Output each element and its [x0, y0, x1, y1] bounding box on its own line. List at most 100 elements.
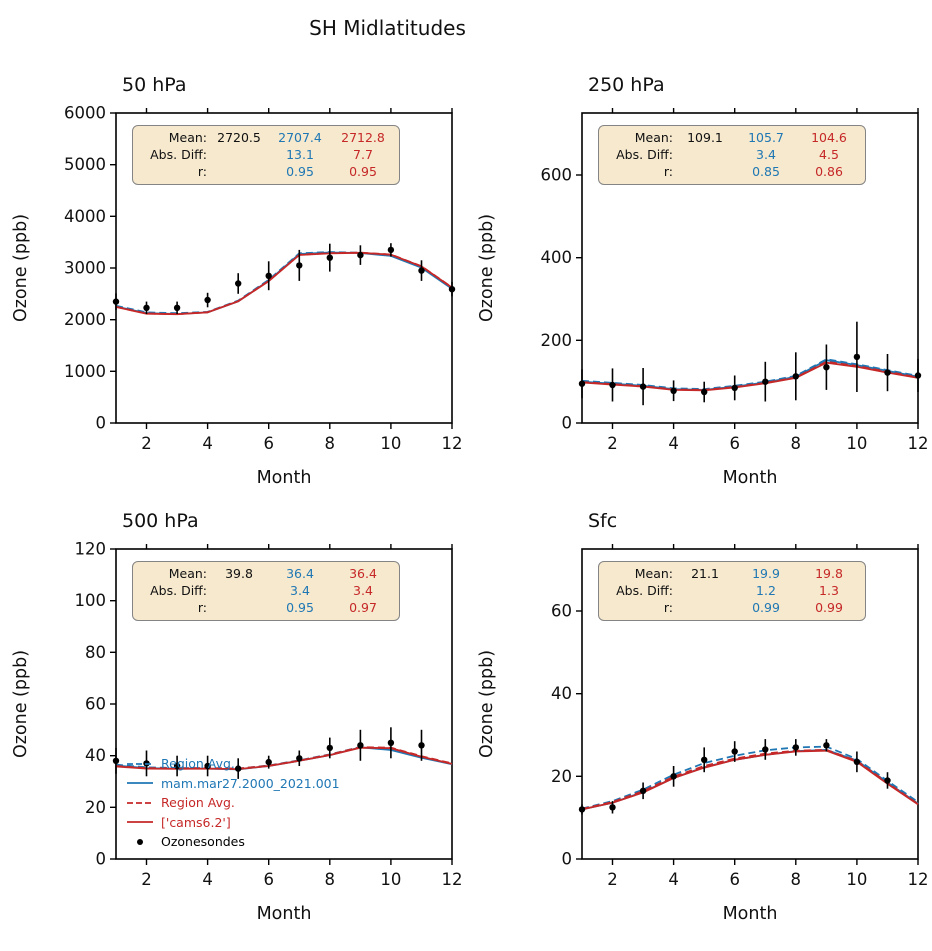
legend-label: mam.mar27.2000_2021.001: [161, 775, 340, 791]
stats-label: r:: [663, 164, 673, 179]
stats-model1-value: 0.99: [752, 600, 780, 615]
series-line: [581, 748, 919, 811]
legend-label: Ozonesondes: [161, 834, 245, 850]
model-lines: [581, 358, 919, 392]
y-axis-label: Ozone (ppb): [11, 650, 31, 758]
chart-canvas: 2 4 6 8 10 12 0 200 400 600 Month Ozone (ppb): [477, 108, 929, 488]
stats-row: r: 0.95 0.95: [139, 163, 393, 180]
y-tick-label: 20: [85, 798, 106, 817]
stats-label: Mean:: [634, 566, 673, 581]
panel-title: Sfc: [588, 510, 618, 532]
model-lines: [581, 745, 919, 811]
axes-frame: [115, 548, 453, 860]
stats-model1-value: 105.7: [748, 130, 784, 145]
obs-errorbars: [578, 739, 891, 815]
stats-obs-value: [677, 146, 733, 163]
y-tick-label: 5000: [64, 155, 106, 174]
x-tick-label: 2: [607, 870, 618, 889]
x-tick-label: 10: [846, 870, 867, 889]
stats-model1-value: 13.1: [286, 147, 314, 162]
stats-row: Mean: 2720.5 2707.4 2712.8: [139, 129, 393, 146]
stats-model2-value: 2712.8: [341, 130, 385, 145]
y-ticks: 0 1000 2000 3000 4000 5000 6000: [64, 104, 116, 433]
stats-obs-value: [677, 163, 733, 180]
x-tick-label: 10: [380, 434, 401, 453]
y-tick-label: 0: [96, 414, 107, 433]
stats-label: Mean:: [168, 566, 207, 581]
stats-obs-value: 21.1: [691, 566, 719, 581]
x-tick-label: 6: [729, 870, 740, 889]
y-tick-label: 0: [562, 414, 573, 433]
stats-obs-value: 109.1: [687, 130, 723, 145]
stats-model1-value: 0.95: [286, 600, 314, 615]
x-tick-label: 8: [791, 870, 802, 889]
stats-row: r: 0.85 0.86: [605, 163, 859, 180]
panel-sfc: 2 4 6 8 10 12 0 20 40 60 Month Ozone (ppb) Sfc Mean: 2…: [466, 494, 932, 929]
stats-model1-value: 1.2: [756, 583, 776, 598]
y-tick-label: 0: [96, 850, 107, 869]
y-tick-label: 40: [551, 684, 572, 703]
stats-model2-value: 19.8: [815, 566, 843, 581]
stats-obs-value: 2720.5: [217, 130, 261, 145]
chart-canvas: 2 4 6 8 10 12 0 20 40 60 Month Ozone (ppb): [477, 544, 929, 924]
stats-obs-value: [211, 163, 267, 180]
y-tick-label: 100: [75, 591, 107, 610]
series-line: [115, 251, 453, 315]
y-tick-label: 80: [85, 643, 106, 662]
y-axis-label: Ozone (ppb): [477, 214, 497, 322]
stats-box: Mean: 2720.5 2707.4 2712.8 Abs. Diff: 13.1 7.7…: [132, 125, 400, 185]
stats-model2-value: 0.97: [349, 600, 377, 615]
stats-obs-value: [211, 599, 267, 616]
stats-label: Abs. Diff:: [616, 147, 673, 162]
y-ticks: 0 20 40 60: [551, 602, 582, 869]
y-ticks: 0 20 40 60 80 100 120: [75, 540, 116, 869]
legend-label: Region Avg.: [161, 756, 235, 772]
stats-model2-value: 7.7: [353, 147, 373, 162]
stats-label: Abs. Diff:: [150, 583, 207, 598]
x-tick-label: 4: [202, 870, 213, 889]
stats-obs-value: [211, 582, 267, 599]
x-tick-label: 8: [325, 434, 336, 453]
x-ticks: 2 4 6 8 10 12: [607, 108, 929, 453]
stats-label: r:: [197, 600, 207, 615]
y-tick-label: 200: [541, 331, 573, 350]
y-tick-label: 60: [551, 602, 572, 621]
y-tick-label: 6000: [64, 104, 106, 123]
x-tick-label: 6: [729, 434, 740, 453]
stats-model1-value: 0.85: [752, 164, 780, 179]
y-axis-label: Ozone (ppb): [11, 214, 31, 322]
x-axis-label: Month: [257, 468, 312, 488]
x-tick-label: 6: [263, 870, 274, 889]
legend-item: mam.mar27.2000_2021.001: [126, 774, 340, 794]
chart-canvas: 2 4 6 8 10 12 0 1000 2000 3000 4000 5000 6000 Month Oz…: [11, 104, 463, 489]
x-tick-label: 12: [442, 870, 463, 889]
x-tick-label: 4: [668, 870, 679, 889]
stats-obs-value: [677, 582, 733, 599]
stats-obs-value: 39.8: [225, 566, 253, 581]
line-sample-icon: [127, 821, 153, 824]
line-sample-icon: [127, 801, 153, 804]
legend: Region Avg. mam.mar27.2000_2021.001 Region…: [126, 754, 340, 852]
series-line: [581, 745, 919, 810]
series-line: [115, 746, 453, 771]
stats-row: Abs. Diff: 13.1 7.7: [139, 146, 393, 163]
stats-row: r: 0.99 0.99: [605, 599, 859, 616]
axes-frame: [581, 548, 919, 860]
series-line: [115, 251, 453, 315]
stats-model2-value: 4.5: [819, 147, 839, 162]
panel-500hpa: 2 4 6 8 10 12 0 20 40 60 80 100 120 Month Ozone (ppb) 5…: [0, 494, 466, 929]
stats-label: Abs. Diff:: [150, 147, 207, 162]
series-line: [115, 251, 453, 316]
figure-title: SH Midlatitudes: [309, 16, 466, 40]
stats-model2-value: 104.6: [811, 130, 847, 145]
stats-row: Mean: 21.1 19.9 19.8: [605, 565, 859, 582]
line-sample-icon: [127, 782, 153, 785]
x-tick-label: 12: [442, 434, 463, 453]
model-lines: [115, 745, 453, 771]
y-tick-label: 0: [562, 850, 573, 869]
axes-frame: [115, 112, 453, 424]
x-ticks: 2 4 6 8 10 12: [607, 544, 929, 889]
stats-row: r: 0.95 0.97: [139, 599, 393, 616]
